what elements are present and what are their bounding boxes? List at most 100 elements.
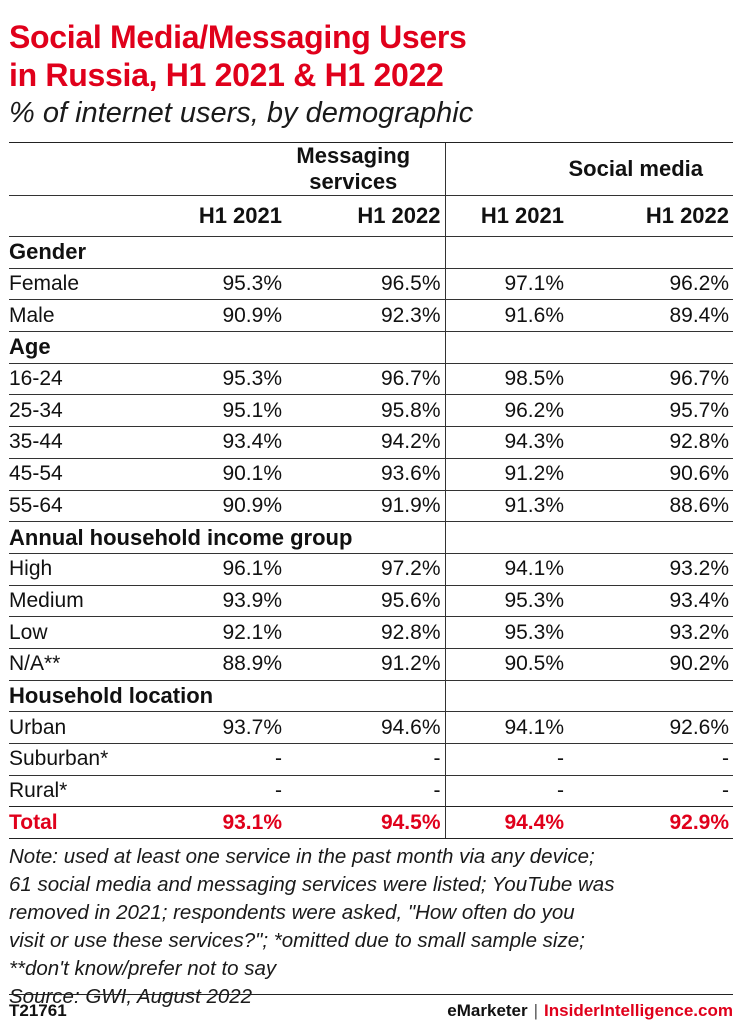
value-cell: 93.4%: [568, 584, 734, 617]
empty-cell: [568, 236, 734, 269]
value-cell: -: [568, 774, 734, 807]
row-label: Low: [9, 616, 172, 649]
table-row: Rural* - - - -: [9, 774, 734, 807]
row-label: Male: [9, 299, 172, 332]
note-line: visit or use these services?"; *omitted …: [9, 929, 585, 953]
section-label: Age: [9, 331, 172, 364]
table-row: Medium 93.9% 95.6% 95.3% 93.4%: [9, 584, 734, 617]
note-line: removed in 2021; respondents were asked,…: [9, 901, 575, 925]
section-header-row: Age: [9, 331, 734, 364]
value-cell: 94.1%: [444, 711, 568, 744]
empty-cell: [568, 521, 734, 554]
row-label: 25-34: [9, 394, 172, 427]
value-cell: -: [444, 743, 568, 776]
value-cell: 92.3%: [286, 299, 445, 332]
note-line: 61 social media and messaging services w…: [9, 873, 615, 897]
note-line: **don't know/prefer not to say: [9, 957, 277, 981]
group-header-social: Social media: [444, 142, 734, 196]
value-cell: 88.6%: [568, 489, 734, 522]
table-row: Suburban* - - - -: [9, 743, 734, 776]
table-row: 55-64 90.9% 91.9% 91.3% 88.6%: [9, 489, 734, 522]
empty-cell: [172, 236, 286, 269]
total-value: 94.4%: [444, 806, 568, 840]
value-cell: -: [444, 774, 568, 807]
value-cell: 89.4%: [568, 299, 734, 332]
empty-cell: [286, 521, 445, 554]
empty-cell: [286, 679, 445, 712]
row-label: Rural*: [9, 774, 172, 807]
brand-insider-intelligence: InsiderIntelligence.com: [544, 1001, 733, 1020]
total-value: 92.9%: [568, 806, 734, 840]
total-value: 94.5%: [286, 806, 445, 840]
header-blank: [9, 195, 172, 237]
value-cell: 95.7%: [568, 394, 734, 427]
value-cell: 95.8%: [286, 394, 445, 427]
column-group-header-row: Messaging services Social media: [9, 142, 734, 196]
total-row: Total 93.1% 94.5% 94.4% 92.9%: [9, 806, 734, 840]
value-cell: 96.2%: [568, 267, 734, 300]
value-cell: 90.5%: [444, 647, 568, 681]
empty-cell: [568, 679, 734, 712]
period-header: H1 2022: [568, 195, 734, 237]
value-cell: -: [568, 743, 734, 776]
header-blank: [9, 142, 172, 196]
row-label: Medium: [9, 584, 172, 617]
group-header-messaging: Messaging services: [172, 142, 445, 196]
table-row: 35-44 93.4% 94.2% 94.3% 92.8%: [9, 426, 734, 459]
value-cell: 96.2%: [444, 394, 568, 427]
brand-emarketer: eMarketer: [447, 1001, 528, 1020]
empty-cell: [172, 679, 286, 712]
empty-cell: [286, 331, 445, 364]
table-row: 16-24 95.3% 96.7% 98.5% 96.7%: [9, 362, 734, 395]
value-cell: 95.3%: [444, 616, 568, 649]
chart-footer: T21761 eMarketer | InsiderIntelligence.com: [9, 994, 733, 1025]
row-label: High: [9, 552, 172, 586]
section-label: Household location: [9, 679, 213, 712]
value-cell: 90.1%: [172, 457, 286, 490]
section-header-row: Household location: [9, 679, 734, 712]
value-cell: 93.2%: [568, 616, 734, 649]
value-cell: 95.1%: [172, 394, 286, 427]
value-cell: 92.8%: [568, 426, 734, 459]
row-label: Urban: [9, 711, 172, 744]
value-cell: -: [286, 774, 445, 807]
title-line-2: in Russia, H1 2021 & H1 2022: [9, 57, 444, 93]
value-cell: 96.7%: [568, 362, 734, 395]
note-line: Note: used at least one service in the p…: [9, 845, 595, 869]
value-cell: 95.6%: [286, 584, 445, 617]
data-table: Messaging services Social media H1 2021 …: [9, 142, 734, 840]
row-label: 35-44: [9, 426, 172, 459]
brand: eMarketer | InsiderIntelligence.com: [447, 1001, 733, 1021]
value-cell: 96.7%: [286, 362, 445, 395]
value-cell: 93.2%: [568, 552, 734, 586]
title-line-1: Social Media/Messaging Users: [9, 19, 467, 55]
total-value: 93.1%: [172, 806, 286, 840]
table-row: Low 92.1% 92.8% 95.3% 93.2%: [9, 616, 734, 649]
value-cell: 92.1%: [172, 616, 286, 649]
chart-title: Social Media/Messaging Users in Russia, …: [9, 18, 733, 94]
section-header-row: Annual household income group: [9, 521, 734, 554]
section-label: Gender: [9, 236, 172, 269]
section-label: Annual household income group: [9, 521, 352, 554]
value-cell: 90.9%: [172, 299, 286, 332]
value-cell: 93.7%: [172, 711, 286, 744]
chart-note: Note: used at least one service in the p…: [9, 843, 733, 1011]
empty-cell: [444, 679, 568, 712]
value-cell: 90.2%: [568, 647, 734, 681]
value-cell: 96.1%: [172, 552, 286, 586]
value-cell: 97.1%: [444, 267, 568, 300]
chart-id: T21761: [9, 1001, 67, 1020]
table-row: Female 95.3% 96.5% 97.1% 96.2%: [9, 267, 734, 300]
period-header-row: H1 2021 H1 2022 H1 2021 H1 2022: [9, 195, 734, 237]
empty-cell: [172, 521, 286, 554]
period-header: H1 2021: [172, 195, 286, 237]
value-cell: 94.3%: [444, 426, 568, 459]
value-cell: 92.8%: [286, 616, 445, 649]
value-cell: 90.6%: [568, 457, 734, 490]
value-cell: -: [286, 743, 445, 776]
value-cell: 91.3%: [444, 489, 568, 522]
empty-cell: [444, 521, 568, 554]
value-cell: 93.6%: [286, 457, 445, 490]
period-header: H1 2022: [286, 195, 445, 237]
table-row: 25-34 95.1% 95.8% 96.2% 95.7%: [9, 394, 734, 427]
